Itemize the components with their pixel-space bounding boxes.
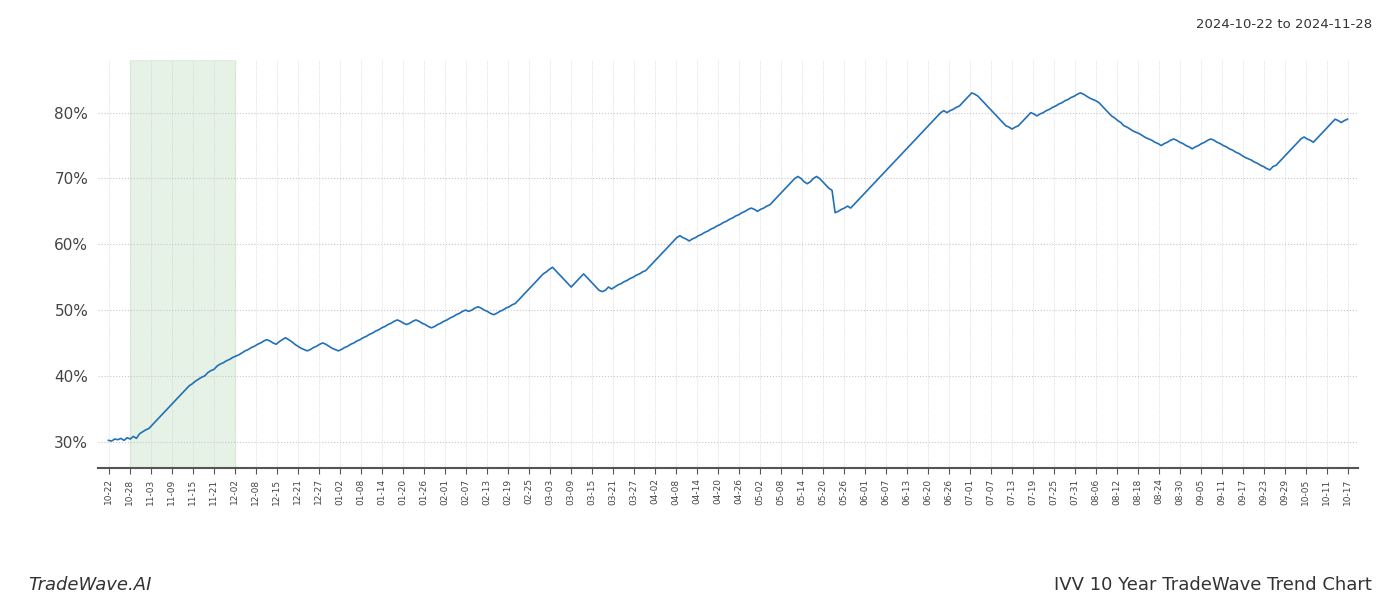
Text: 2024-10-22 to 2024-11-28: 2024-10-22 to 2024-11-28 bbox=[1196, 18, 1372, 31]
Bar bbox=[129, 60, 235, 468]
Text: IVV 10 Year TradeWave Trend Chart: IVV 10 Year TradeWave Trend Chart bbox=[1054, 576, 1372, 594]
Text: TradeWave.AI: TradeWave.AI bbox=[28, 576, 151, 594]
